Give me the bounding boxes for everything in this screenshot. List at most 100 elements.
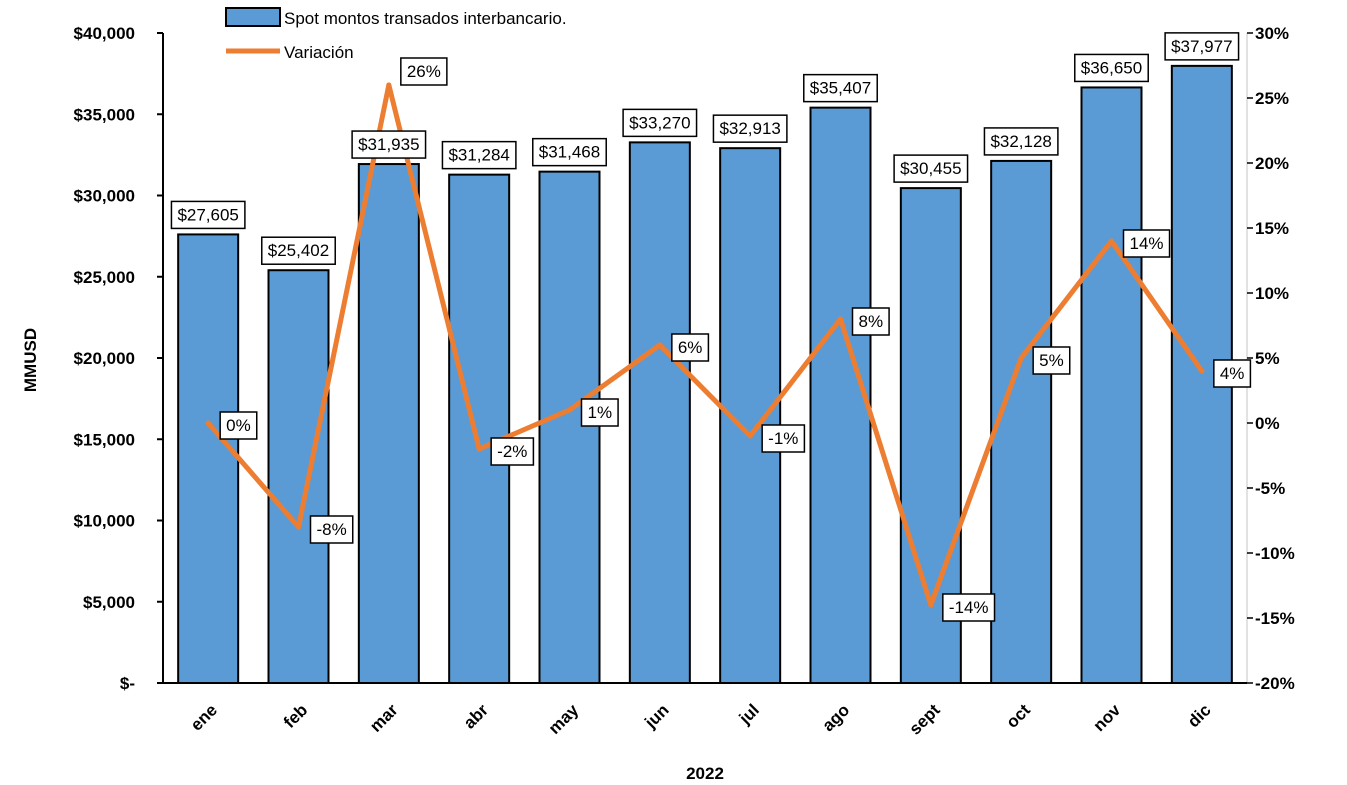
- bar-data-label: $32,128: [983, 127, 1059, 156]
- variacion-data-label-box: [942, 593, 996, 622]
- y-tick-left-label: $40,000: [74, 24, 135, 43]
- variacion-point-jul: [747, 433, 753, 439]
- bar-data-label-text: $35,407: [810, 79, 871, 98]
- x-tick-label: sept: [906, 700, 944, 738]
- y-tick-right-label: 25%: [1255, 89, 1289, 108]
- bar-mar: [357, 163, 420, 684]
- y-tick-left-label: $10,000: [74, 512, 135, 531]
- variacion-point-nov: [1109, 238, 1114, 244]
- x-tick-label: abr: [460, 700, 492, 732]
- variacion-data-label-box: [1122, 229, 1171, 258]
- legend-bar-swatch: [225, 7, 281, 27]
- variacion-data-label: 26%: [400, 57, 448, 86]
- variacion-data-label: -14%: [942, 593, 996, 622]
- variacion-point-ago: [838, 316, 843, 322]
- variacion-data-label-text: 0%: [226, 416, 251, 435]
- variacion-data-label-box: [400, 57, 448, 86]
- variacion-data-label-box: [671, 333, 710, 362]
- y-tick-left-label: $-: [120, 674, 135, 693]
- variacion-data-label-box: [309, 515, 354, 544]
- bar-data-label-box: [893, 154, 969, 183]
- variacion-data-label-box: [580, 398, 619, 427]
- bar-data-label-text: $36,650: [1081, 58, 1142, 77]
- variacion-data-label: 0%: [219, 411, 258, 440]
- x-tick-label: oct: [1003, 700, 1035, 732]
- bar-data-label: $25,402: [261, 236, 336, 265]
- y-tick-right-label: 15%: [1255, 219, 1289, 238]
- variacion-data-label-text: 6%: [678, 338, 703, 357]
- variacion-data-label-text: 1%: [588, 403, 613, 422]
- bar-data-label-box: [1074, 53, 1149, 83]
- plot-area: $- $5,000 $10,000 $15,000 $20,000 $25,000 $30,…: [74, 24, 1295, 739]
- bar-data-label-text: $37,977: [1171, 37, 1232, 56]
- variacion-data-label-text: 4%: [1220, 364, 1245, 383]
- variacion-data-label-box: [490, 437, 535, 466]
- variacion-data-label-text: 8%: [859, 312, 884, 331]
- variacion-data-label: -1%: [761, 424, 806, 453]
- x-axis-title-group: 2022: [686, 764, 724, 783]
- bar-data-label-box: [803, 73, 878, 103]
- x-tick-label: jul: [735, 700, 763, 728]
- y-tick-right-label: -5%: [1255, 479, 1285, 498]
- variacion-point-oct: [1018, 355, 1024, 361]
- y-tick-left-label: $15,000: [74, 430, 135, 449]
- x-tick-label: dic: [1184, 700, 1215, 731]
- variacion-point-jun: [657, 342, 663, 348]
- bar-data-label-text: $32,128: [990, 132, 1051, 151]
- bar-data-label-text: $30,455: [900, 159, 961, 178]
- bar-data-label-text: $33,270: [629, 113, 690, 132]
- bar-data-label-text: $27,605: [177, 205, 238, 224]
- bar-data-label-box: [622, 108, 698, 138]
- variacion-data-label-box: [851, 307, 890, 336]
- y-tick-right-label: 10%: [1255, 284, 1289, 303]
- variacion-point-may: [567, 407, 572, 413]
- variacion-data-label-text: -1%: [768, 429, 798, 448]
- y-tick-right-label: 20%: [1255, 154, 1289, 173]
- variacion-data-label: 1%: [580, 398, 619, 427]
- variacion-data-label-box: [1213, 359, 1252, 388]
- bar-data-label: $36,650: [1074, 53, 1149, 83]
- bar-data-label: $27,605: [170, 200, 246, 230]
- variacion-point-sept: [928, 602, 934, 608]
- bar-feb: [267, 269, 330, 684]
- variacion-data-label-text: -8%: [317, 520, 347, 539]
- bar-data-label-box: [1164, 32, 1240, 61]
- y-tick-right-label: -15%: [1255, 609, 1295, 628]
- variacion-data-label: 14%: [1122, 229, 1171, 258]
- x-tick-label: nov: [1090, 700, 1125, 735]
- bar-data-label-text: $32,913: [719, 119, 780, 138]
- x-tick-label: may: [545, 700, 583, 738]
- x-axis-title: 2022: [686, 764, 724, 783]
- y-tick-left-label: $5,000: [83, 593, 135, 612]
- bar-data-label: $33,270: [622, 108, 698, 138]
- y-tick-left-label: $35,000: [74, 105, 135, 124]
- bar-data-label-text: $31,935: [358, 135, 419, 154]
- bar-ene: [177, 233, 240, 684]
- variacion-data-label-text: 26%: [407, 62, 441, 81]
- bar-ago: [809, 106, 872, 685]
- bar-data-label-box: [351, 130, 427, 159]
- bar-data-label-text: $31,284: [448, 146, 509, 165]
- legend: Spot montos transados interbancario. Var…: [225, 7, 567, 62]
- y-tick-right-label: 0%: [1255, 414, 1280, 433]
- x-tick-label: ene: [187, 700, 221, 734]
- variacion-data-label-text: -14%: [949, 598, 989, 617]
- variacion-data-label: 6%: [671, 333, 710, 362]
- variacion-data-label: 8%: [851, 307, 890, 336]
- bar-data-label: $31,284: [441, 140, 517, 170]
- y-tick-left-label: $30,000: [74, 187, 135, 206]
- bar-data-label-text: $25,402: [268, 241, 329, 260]
- bar-data-label: $37,977: [1164, 32, 1240, 61]
- y-tick-right-label: -10%: [1255, 544, 1295, 563]
- variacion-data-label-box: [1032, 346, 1071, 375]
- x-tick-label: jun: [640, 700, 672, 732]
- variacion-data-label: 4%: [1213, 359, 1252, 388]
- x-tick-label: feb: [280, 700, 311, 731]
- legend-bar-label: Spot montos transados interbancario.: [284, 9, 567, 28]
- bar-data-label-text: $31,468: [539, 143, 600, 162]
- bar-may: [538, 170, 601, 685]
- variacion-data-label: -2%: [490, 437, 535, 466]
- bar-data-label-box: [261, 236, 336, 265]
- bar-data-label-box: [983, 127, 1059, 156]
